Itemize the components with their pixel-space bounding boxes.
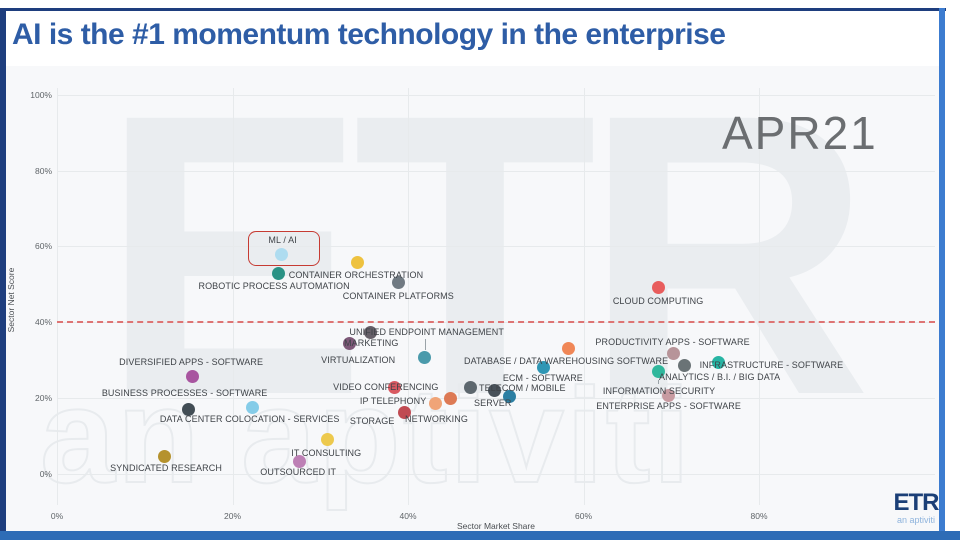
aptiviti-watermark: an aptiviti: [39, 360, 693, 511]
data-point-label: CONTAINER PLATFORMS: [342, 290, 454, 301]
data-point-label: DATA CENTER COLOCATION - SERVICES: [159, 413, 340, 424]
data-point-label: IP TELEPHONY: [359, 396, 427, 407]
data-point-label: UNIFIED ENDPOINT MANAGEMENT: [349, 326, 504, 337]
data-point-dot: [271, 266, 285, 280]
data-point-label: STORAGE: [349, 416, 395, 427]
data-point-label: CLOUD COMPUTING: [612, 296, 704, 307]
data-point-dot: [342, 337, 356, 351]
data-point-label: BUSINESS PROCESSES - SOFTWARE: [101, 388, 268, 399]
gridline-horizontal: [57, 170, 935, 172]
data-point-dot: [157, 449, 171, 463]
data-point-label: NETWORKING: [404, 413, 468, 424]
data-point-label: ENTERPRISE APPS - SOFTWARE: [596, 400, 742, 411]
reference-line-40pct: [57, 321, 935, 323]
y-tick-label: 0%: [39, 468, 52, 479]
gridline-horizontal: [57, 397, 935, 399]
data-point-label: TELECOM / MOBILE: [478, 382, 566, 393]
data-point-dot: [391, 276, 405, 290]
data-point-label: VIDEO CONFERENCING: [333, 381, 439, 392]
data-point-dot: [536, 360, 550, 374]
etr-watermark: ETR: [100, 31, 872, 478]
data-point-label: ECM - SOFTWARE: [502, 373, 583, 384]
data-point-dot: [677, 358, 691, 372]
data-point-dot: [182, 402, 196, 416]
data-point-dot: [443, 391, 457, 405]
data-point-dot: [363, 326, 377, 340]
data-point-label: INFORMATION SECURITY: [602, 385, 716, 396]
gridline-vertical: [408, 88, 409, 505]
label-leader-line: [658, 379, 660, 384]
slide-border-bottom: [0, 531, 960, 540]
data-point-label: PRODUCTIVITY APPS - SOFTWARE: [595, 337, 750, 348]
data-point-label: SYNDICATED RESEARCH: [110, 463, 222, 474]
data-point-label: IT CONSULTING: [291, 448, 362, 459]
data-point-label: INFRASTRUCTURE - SOFTWARE: [699, 360, 844, 371]
data-point-dot: [712, 356, 726, 370]
y-tick-label: 40%: [34, 317, 52, 327]
data-point-dot: [488, 383, 502, 397]
data-point-label: CONTAINER ORCHESTRATION: [288, 270, 424, 281]
data-point-dot: [185, 369, 199, 383]
data-point-dot: [651, 365, 665, 379]
gridline-horizontal: [57, 246, 935, 248]
data-point-label: OUTSOURCED IT: [260, 467, 337, 477]
x-tick-label: 0%: [50, 511, 64, 521]
x-tick-label: 60%: [574, 511, 592, 521]
gridline-vertical: [583, 88, 585, 505]
page-title: AI is the #1 momentum technology in the …: [12, 18, 726, 51]
data-point-dot: [388, 381, 402, 395]
data-point-dot: [246, 401, 260, 415]
gridline-horizontal: [57, 94, 935, 96]
gridline-vertical: [759, 88, 760, 505]
period-label: APR21: [722, 107, 878, 159]
data-point-dot: [351, 255, 365, 269]
data-point-dot: [562, 341, 576, 355]
data-point-label: DIVERSIFIED APPS - SOFTWARE: [119, 357, 264, 368]
data-point-dot: [662, 389, 676, 403]
y-tick-label: 80%: [34, 165, 52, 176]
data-point-label: SERVER: [474, 397, 512, 408]
data-point-label: ROBOTIC PROCESS AUTOMATION: [198, 281, 350, 292]
x-tick-label: 20%: [223, 511, 241, 521]
y-tick-label: 100%: [30, 89, 52, 100]
data-point-label: ANALYTICS / B.I. / BIG DATA: [659, 371, 781, 382]
y-tick-label: 60%: [34, 241, 52, 252]
x-tick-label: 40%: [399, 511, 417, 521]
x-axis-title: Sector Market Share: [457, 521, 535, 531]
slide-border-top: [0, 8, 946, 11]
data-point-label: MARKETING: [344, 337, 399, 348]
etr-logo-text: ETR: [893, 489, 940, 516]
label-leader-line: [424, 338, 426, 350]
gridline-vertical: [57, 88, 58, 505]
gridline-vertical: [232, 88, 234, 505]
data-point-label: VIRTUALIZATION: [321, 354, 396, 365]
y-axis-title: Sector Net Score: [6, 267, 16, 333]
highlight-box-ml-ai: [247, 231, 320, 267]
data-point-dot: [463, 381, 477, 395]
data-point-dot: [503, 390, 517, 404]
slide-border-right: [939, 8, 945, 531]
data-point-dot: [320, 432, 334, 446]
data-point-dot: [428, 396, 442, 410]
data-point-label: DATABASE / DATA WAREHOUSING SOFTWARE: [463, 356, 669, 367]
gridline-horizontal: [57, 473, 935, 475]
data-point-dot: [292, 454, 306, 468]
data-point-dot: [651, 280, 665, 294]
data-point-dot: [418, 351, 432, 365]
etr-logo: ETR an aptiviti: [882, 490, 950, 525]
y-tick-label: 20%: [34, 392, 52, 403]
data-point-label: ML / AI: [268, 235, 297, 246]
etr-logo-tagline: an aptiviti: [896, 515, 936, 525]
data-point-dot: [397, 406, 411, 420]
x-tick-label: 80%: [750, 511, 768, 521]
slide-border-left: [0, 8, 6, 540]
data-point-dot: [666, 347, 680, 361]
data-point-dot: [275, 247, 289, 261]
